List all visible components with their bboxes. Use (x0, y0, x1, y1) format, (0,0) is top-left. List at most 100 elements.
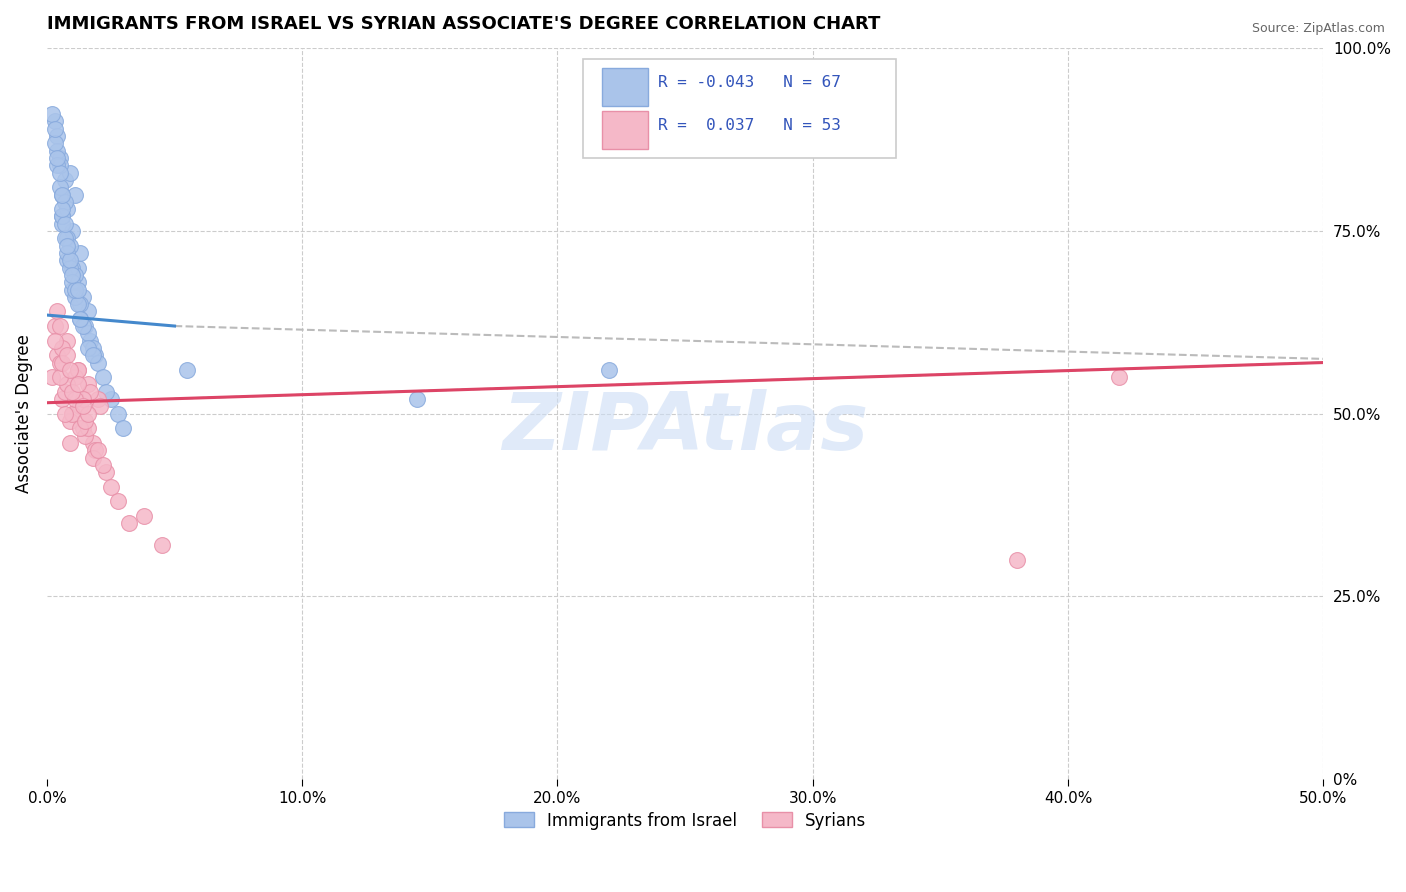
Point (48, 166, 70, 180)
Point (176, 363, 198, 377)
Point (76, 304, 98, 318)
Point (51, 210, 73, 224)
Point (1005, 553, 1028, 567)
Point (94, 384, 117, 399)
Point (82, 341, 104, 355)
Point (62, 275, 84, 289)
Text: R = -0.043   N = 67: R = -0.043 N = 67 (658, 75, 841, 90)
Point (91, 370, 114, 384)
Point (66, 377, 89, 392)
Point (46, 144, 69, 158)
Point (72, 400, 94, 414)
Point (69, 311, 91, 326)
Point (87, 443, 110, 458)
Point (59, 363, 82, 377)
Point (48, 158, 70, 172)
Point (51, 187, 73, 202)
Text: ZIPAtlas: ZIPAtlas (502, 389, 869, 467)
Point (598, 363, 620, 377)
Point (51, 210, 73, 224)
Point (51, 187, 73, 202)
Point (72, 421, 94, 435)
Point (48, 318, 70, 333)
Point (59, 436, 82, 450)
Point (62, 384, 84, 399)
Point (56, 348, 79, 362)
Point (84, 348, 107, 362)
Point (62, 407, 84, 421)
Legend: Immigrants from Israel, Syrians: Immigrants from Israel, Syrians (496, 805, 873, 837)
Point (56, 377, 79, 392)
Point (44, 136, 66, 151)
Point (132, 508, 155, 523)
Point (48, 355, 70, 369)
Point (150, 538, 173, 552)
Y-axis label: Associate's Degree: Associate's Degree (15, 334, 32, 493)
Point (79, 334, 101, 348)
Point (44, 334, 66, 348)
Point (72, 290, 94, 304)
Point (56, 238, 79, 252)
Point (84, 443, 107, 458)
Point (46, 158, 69, 172)
Point (89, 400, 111, 414)
Text: R =  0.037   N = 53: R = 0.037 N = 53 (658, 118, 841, 133)
Point (63, 392, 86, 406)
Point (82, 348, 104, 362)
Point (63, 283, 86, 297)
Text: Source: ZipAtlas.com: Source: ZipAtlas.com (1251, 22, 1385, 36)
Point (69, 297, 91, 311)
Point (59, 238, 82, 252)
Point (66, 297, 89, 311)
Point (69, 400, 91, 414)
Point (76, 421, 98, 435)
Point (66, 363, 89, 377)
Point (44, 114, 66, 128)
Point (75, 318, 97, 333)
Point (69, 311, 91, 326)
Point (100, 392, 122, 406)
Point (56, 334, 79, 348)
Point (56, 202, 79, 216)
Point (1108, 370, 1130, 384)
FancyBboxPatch shape (583, 60, 896, 158)
Point (41, 107, 63, 121)
Point (63, 370, 86, 384)
Point (48, 180, 70, 194)
Point (100, 480, 122, 494)
Point (59, 414, 82, 428)
Point (66, 275, 89, 289)
Point (107, 407, 129, 421)
Point (53, 194, 76, 209)
Point (72, 392, 94, 406)
Point (44, 121, 66, 136)
Point (51, 392, 73, 406)
Point (62, 268, 84, 282)
FancyBboxPatch shape (602, 68, 648, 105)
Point (69, 421, 91, 435)
Point (63, 187, 86, 202)
Point (117, 516, 139, 531)
Point (53, 231, 76, 245)
Point (53, 407, 76, 421)
Point (406, 392, 429, 406)
Point (82, 436, 104, 450)
Point (59, 253, 82, 268)
Point (107, 494, 129, 508)
Point (79, 384, 101, 399)
Point (51, 202, 73, 216)
Point (94, 465, 117, 479)
Point (51, 217, 73, 231)
Point (62, 407, 84, 421)
Point (51, 355, 73, 369)
Point (62, 283, 84, 297)
Point (46, 129, 69, 144)
Point (91, 458, 114, 472)
Point (112, 421, 135, 435)
Point (82, 450, 104, 465)
FancyBboxPatch shape (602, 111, 648, 149)
Point (87, 392, 110, 406)
Point (75, 428, 97, 442)
Point (72, 318, 94, 333)
Point (59, 166, 82, 180)
